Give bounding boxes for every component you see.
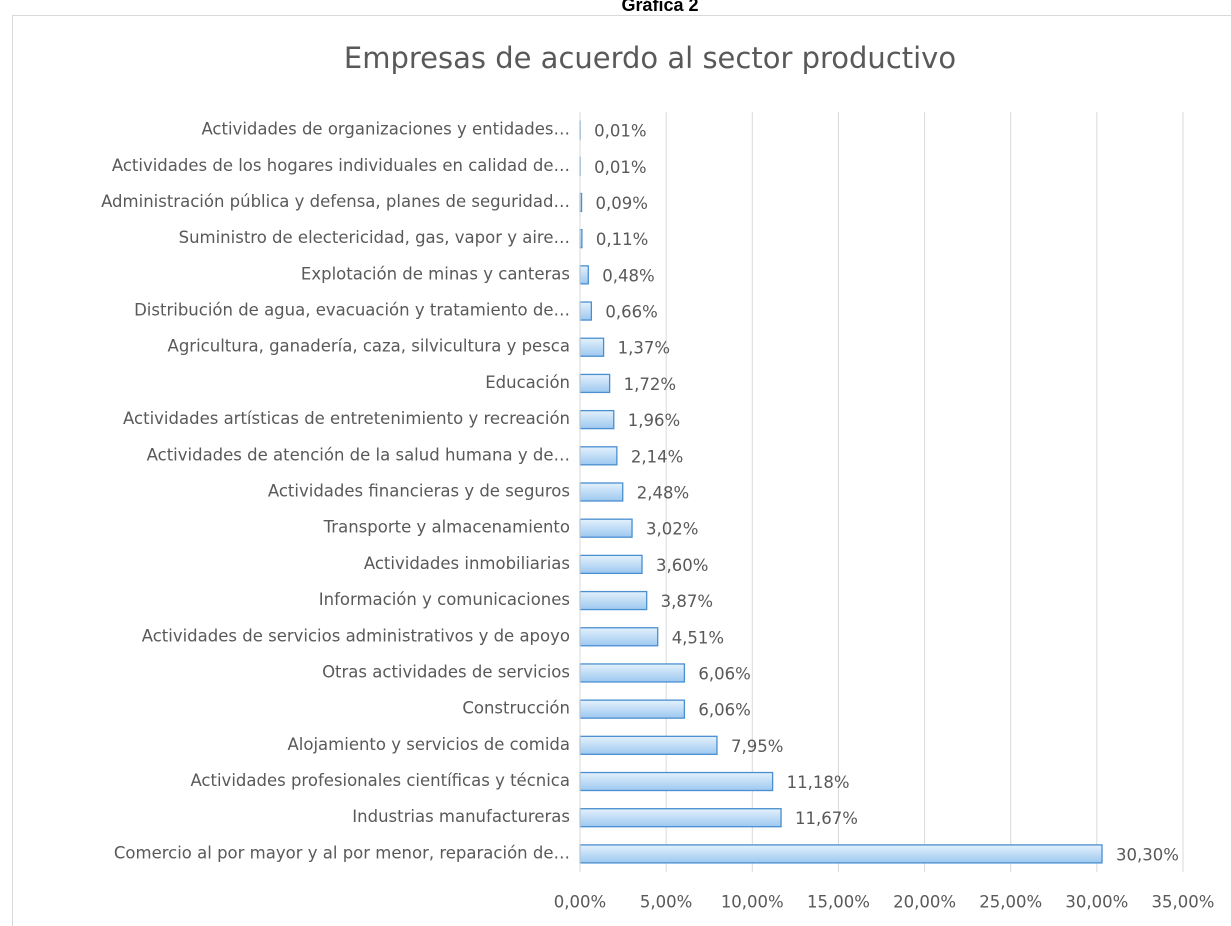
chart-border — [12, 15, 1231, 926]
value-label: 0,48% — [602, 266, 654, 285]
x-tick-label: 5,00% — [640, 893, 692, 912]
y-tick-label: Actividades de organizaciones y entidade… — [201, 120, 570, 139]
y-tick-label: Actividades profesionales científicas y … — [190, 771, 570, 790]
x-tick-label: 10,00% — [721, 893, 784, 912]
value-label: 6,06% — [698, 701, 750, 720]
y-tick-label: Alojamiento y servicios de comida — [288, 735, 571, 754]
value-label: 1,37% — [618, 339, 670, 358]
bar — [579, 265, 589, 285]
y-tick-label: Distribución de agua, evacuación y trata… — [134, 301, 570, 320]
x-tick-label: 35,00% — [1152, 893, 1215, 912]
value-label: 1,96% — [628, 411, 680, 430]
value-label: 0,01% — [594, 158, 646, 177]
value-label: 3,02% — [646, 520, 698, 539]
y-tick-label: Construcción — [462, 699, 570, 718]
value-label: 0,11% — [596, 230, 648, 249]
value-label: 0,01% — [594, 122, 646, 141]
bar — [579, 482, 624, 502]
value-label: 3,87% — [661, 592, 713, 611]
value-label: 2,14% — [631, 447, 683, 466]
y-tick-label: Actividades de servicios administrativos… — [142, 626, 570, 645]
value-label: 6,06% — [698, 664, 750, 683]
bar — [579, 554, 643, 575]
y-tick-label: Actividades de los hogares individuales … — [112, 156, 570, 175]
y-tick-label: Explotación de minas y canteras — [301, 264, 570, 283]
y-tick-label: Información y comunicaciones — [319, 590, 570, 609]
y-tick-label: Actividades artísticas de entretenimient… — [123, 409, 570, 428]
y-tick-label: Suministro de electericidad, gas, vapor … — [179, 228, 570, 247]
value-label: 4,51% — [672, 628, 724, 647]
bar — [579, 518, 633, 538]
value-label: 0,66% — [605, 303, 657, 322]
value-label: 0,09% — [596, 194, 648, 213]
y-tick-label: Transporte y almacenamiento — [323, 518, 570, 537]
y-tick-label: Administración pública y defensa, planes… — [101, 192, 570, 211]
y-tick-label: Actividades financieras y de seguros — [268, 482, 570, 501]
value-label: 11,18% — [787, 773, 850, 792]
value-label: 7,95% — [731, 737, 783, 756]
bar — [579, 771, 774, 792]
bar — [579, 373, 611, 394]
y-tick-label: Agricultura, ganadería, caza, silvicultu… — [168, 337, 570, 356]
x-tick-label: 0,00% — [554, 893, 606, 912]
value-label: 2,48% — [637, 484, 689, 503]
y-tick-label: Industrias manufactureras — [352, 807, 570, 826]
y-tick-label: Otras actividades de servicios — [322, 662, 570, 681]
y-tick-label: Comercio al por mayor y al por menor, re… — [114, 843, 570, 862]
bar — [579, 446, 618, 466]
value-label: 3,60% — [656, 556, 708, 575]
bar — [579, 409, 615, 430]
bar — [579, 663, 686, 683]
x-tick-label: 30,00% — [1065, 893, 1128, 912]
bar — [579, 627, 659, 647]
value-label: 1,72% — [624, 375, 676, 394]
x-tick-label: 25,00% — [979, 893, 1042, 912]
value-label: 30,30% — [1116, 845, 1179, 864]
y-tick-label: Actividades de atención de la salud huma… — [147, 445, 570, 464]
bar — [579, 808, 782, 828]
bar — [579, 337, 605, 357]
bar — [579, 735, 718, 755]
y-tick-label: Actividades inmobiliarias — [364, 554, 570, 573]
bar — [579, 301, 593, 321]
x-tick-label: 15,00% — [807, 893, 870, 912]
y-tick-label: Educación — [485, 373, 570, 392]
x-tick-label: 20,00% — [893, 893, 956, 912]
bar — [579, 699, 686, 719]
caption: Gráfica 2 — [621, 0, 698, 15]
value-label: 11,67% — [795, 809, 858, 828]
bar — [579, 590, 648, 611]
chart-title: Empresas de acuerdo al sector productivo — [344, 41, 956, 75]
bar — [579, 844, 1103, 864]
